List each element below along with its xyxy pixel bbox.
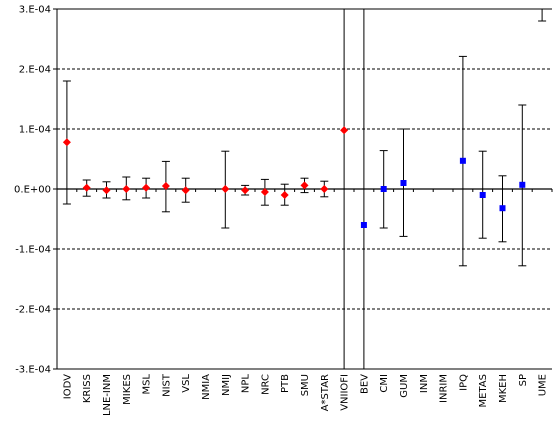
- y-tick-label: 0.E+00: [14, 185, 51, 196]
- x-category-label: METAS: [478, 374, 489, 407]
- data-point-square: [400, 180, 407, 186]
- x-category-label: NRC: [260, 374, 271, 395]
- data-point-diamond: [260, 188, 269, 196]
- x-axis-ticks: IODV KRISS LNE-INM MIKES MSL NIST VSL NMIA NMIJ N…: [56, 189, 553, 416]
- x-category-label: NMIJ: [221, 374, 232, 396]
- x-category-label: MSL: [142, 374, 153, 395]
- x-category-label: INM: [419, 374, 430, 393]
- data-point-diamond: [320, 185, 329, 193]
- data-point-diamond: [82, 183, 91, 192]
- data-point-diamond: [300, 181, 309, 190]
- data-point-square: [519, 181, 526, 188]
- x-category-label: IODV: [62, 374, 73, 399]
- x-category-label: KRISS: [82, 374, 93, 403]
- y-tick-label: 3.E-04: [19, 5, 51, 16]
- data-point-square: [499, 205, 506, 212]
- data-point-diamond: [241, 186, 250, 195]
- data-point-diamond: [142, 183, 151, 192]
- x-category-label: CMI: [379, 374, 390, 393]
- data-point-diamond: [122, 185, 131, 193]
- x-category-label: PTB: [280, 374, 291, 393]
- x-category-label: NMIA: [201, 374, 212, 400]
- grid-lines: [57, 68, 552, 310]
- data-point-diamond: [102, 186, 111, 195]
- x-category-label: BEV: [359, 374, 370, 394]
- y-tick-label: 2.E-04: [19, 65, 51, 76]
- y-tick-label: -3.E-04: [15, 365, 51, 376]
- data-point-diamond: [280, 191, 289, 199]
- x-category-label: MIKES: [122, 374, 133, 405]
- x-category-label: IPQ: [458, 374, 469, 391]
- x-category-label: NPL: [241, 374, 252, 394]
- data-point-diamond: [62, 138, 71, 147]
- data-point-diamond: [221, 185, 230, 193]
- y-tick-label: -1.E-04: [15, 245, 51, 256]
- x-category-label: INRIM: [439, 374, 450, 403]
- x-category-label: MKEH: [498, 374, 509, 403]
- x-category-label: SP: [518, 374, 529, 386]
- data-points: [62, 126, 526, 228]
- data-point-square: [360, 222, 367, 228]
- y-tick-label: -2.E-04: [15, 305, 51, 316]
- y-axis-ticks: 3.E-04 2.E-04 1.E-04 0.E+00 -1.E-04 -2.E-04 -3…: [14, 5, 57, 376]
- data-point-diamond: [161, 182, 170, 190]
- x-category-label: NIST: [161, 373, 172, 397]
- x-category-label: VSL: [181, 374, 192, 393]
- data-point-diamond: [340, 126, 349, 135]
- data-point-square: [479, 192, 486, 198]
- x-category-label: UME: [538, 374, 549, 396]
- x-category-label: GUM: [399, 374, 410, 398]
- x-category-label: LNE-INM: [102, 374, 113, 416]
- data-point-diamond: [181, 186, 190, 195]
- x-category-label: SMU: [300, 374, 311, 396]
- y-tick-label: 1.E-04: [19, 125, 51, 136]
- data-point-square: [380, 186, 387, 192]
- x-category-label: A*STAR: [320, 374, 331, 411]
- x-category-label: VNIIOFI: [340, 374, 351, 411]
- data-point-square: [459, 157, 466, 164]
